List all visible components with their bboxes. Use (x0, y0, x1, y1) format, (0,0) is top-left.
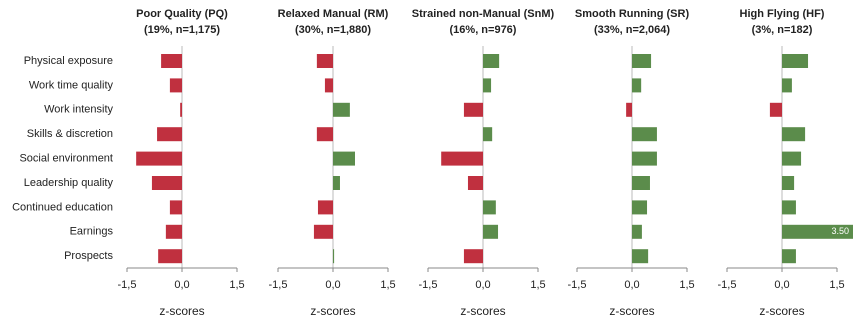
category-label: Work time quality (29, 79, 114, 91)
bar (782, 54, 809, 68)
bar (782, 151, 802, 166)
bar (317, 200, 333, 215)
panel-title: Poor Quality (PQ) (136, 8, 228, 20)
panel-subtitle: (19%, n=1,175) (144, 24, 220, 36)
bar (782, 127, 806, 142)
category-label: Work intensity (44, 104, 113, 116)
bar (324, 78, 333, 93)
x-axis-label: z-scores (310, 304, 355, 318)
x-tick-label: 0,0 (325, 279, 340, 291)
bar (632, 127, 657, 142)
category-label: Skills & discretion (27, 128, 113, 140)
bar (483, 78, 492, 93)
bar (483, 200, 496, 215)
bar (632, 78, 642, 93)
x-tick-label: 0,0 (774, 279, 789, 291)
panel-title: Smooth Running (SR) (575, 8, 690, 20)
bar (333, 102, 350, 117)
x-tick-label: -1,5 (269, 279, 288, 291)
bar (632, 224, 642, 239)
bar (157, 127, 182, 142)
category-label: Earnings (70, 226, 114, 238)
x-tick-label: 0,0 (624, 279, 639, 291)
bar (313, 224, 333, 239)
bar (316, 54, 333, 68)
bar (782, 224, 853, 239)
x-tick-label: -1,5 (419, 279, 438, 291)
bar (782, 249, 796, 264)
x-tick-label: -1,5 (568, 279, 587, 291)
bar (169, 78, 182, 93)
panel-title: Strained non-Manual (SnM) (412, 8, 555, 20)
bar (463, 249, 483, 264)
category-label: Social environment (19, 153, 113, 165)
bar (333, 151, 355, 166)
bar (632, 249, 649, 264)
x-tick-label: 1,5 (530, 279, 545, 291)
bar (626, 102, 632, 117)
bar (483, 224, 499, 239)
x-tick-label: 1,5 (829, 279, 844, 291)
category-label: Physical exposure (24, 55, 113, 67)
bar (316, 127, 333, 142)
bar (632, 176, 650, 190)
x-axis-label: z-scores (460, 304, 505, 318)
x-tick-label: -1,5 (718, 279, 737, 291)
bar (136, 151, 182, 166)
bar (158, 249, 182, 264)
panel-subtitle: (16%, n=976) (450, 24, 517, 36)
panel-subtitle: (3%, n=182) (752, 24, 813, 36)
category-label: Continued education (12, 201, 113, 213)
bar (169, 200, 182, 215)
bar (467, 176, 483, 190)
x-tick-label: 1,5 (229, 279, 244, 291)
bar (782, 78, 792, 93)
x-axis-label: z-scores (609, 304, 654, 318)
panel-subtitle: (33%, n=2,064) (594, 24, 670, 36)
x-tick-label: 0,0 (174, 279, 189, 291)
bar (483, 54, 500, 68)
bar (463, 102, 483, 117)
x-axis-label: z-scores (759, 304, 804, 318)
bar (180, 102, 182, 117)
panel-title: High Flying (HF) (740, 8, 825, 20)
bar (632, 54, 652, 68)
panel-subtitle: (30%, n=1,880) (295, 24, 371, 36)
x-axis-label: z-scores (159, 304, 204, 318)
bar (632, 200, 648, 215)
bar (782, 200, 796, 215)
bar (333, 249, 335, 264)
bar (632, 151, 657, 166)
bar (441, 151, 483, 166)
bar (151, 176, 182, 190)
x-tick-label: 1,5 (679, 279, 694, 291)
data-label: 3.50 (831, 226, 849, 236)
category-label: Prospects (64, 250, 113, 262)
bar (333, 176, 340, 190)
category-label: Leadership quality (24, 177, 114, 189)
panel-title: Relaxed Manual (RM) (278, 8, 389, 20)
bar (782, 176, 795, 190)
x-tick-label: 1,5 (380, 279, 395, 291)
x-tick-label: 0,0 (475, 279, 490, 291)
bar (769, 102, 782, 117)
bar (483, 127, 493, 142)
x-tick-label: -1,5 (118, 279, 137, 291)
bar (161, 54, 182, 68)
bar (165, 224, 182, 239)
